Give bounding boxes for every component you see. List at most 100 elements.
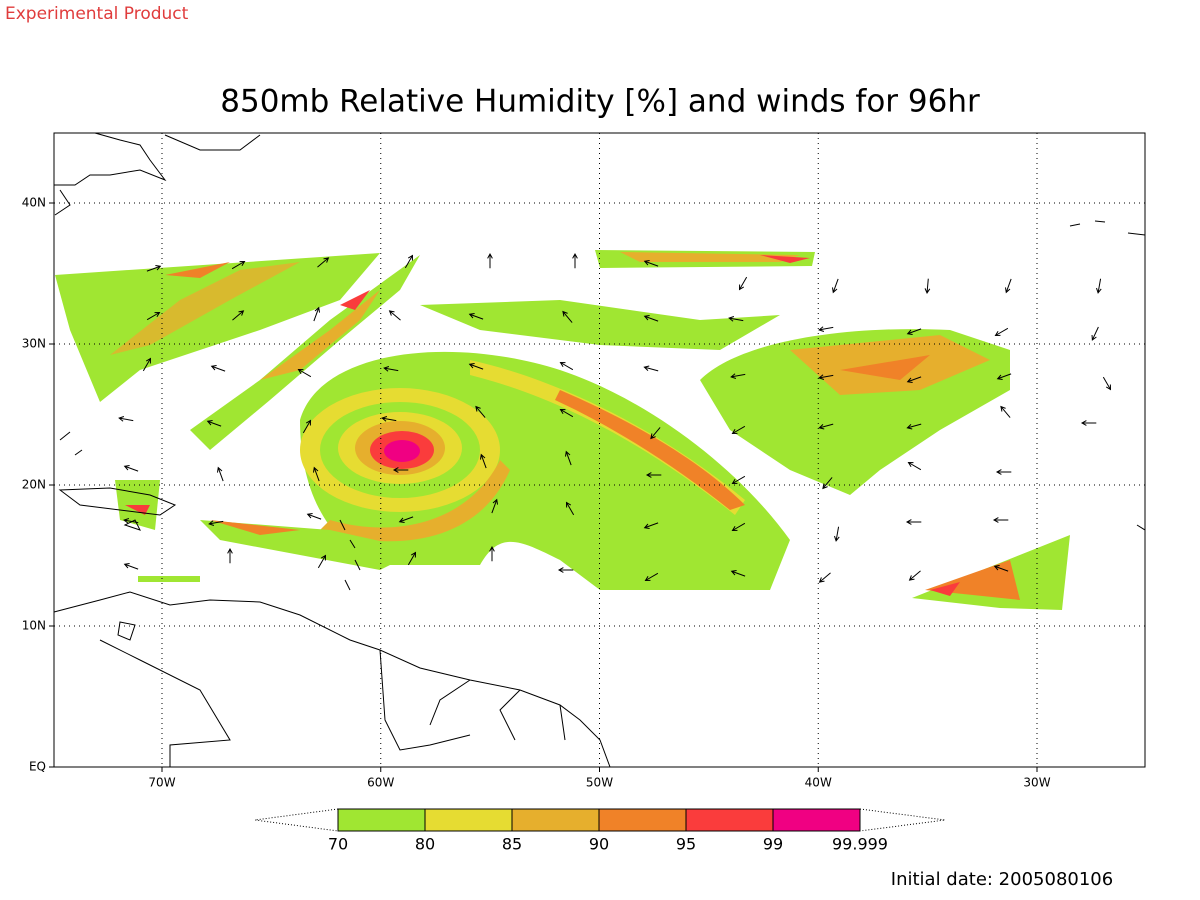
wind-arrow xyxy=(146,311,161,321)
wind-arrow xyxy=(992,517,1009,523)
wind-arrow xyxy=(557,567,574,573)
wind-arrow xyxy=(123,562,139,570)
wind-arrow xyxy=(312,466,320,482)
wind-arrow xyxy=(907,461,922,471)
wind-arrow xyxy=(565,501,575,516)
wind-arrow xyxy=(905,519,922,525)
wind-arrow xyxy=(822,477,833,490)
wind-arrow xyxy=(995,469,1012,475)
colorbar-label: 99.999 xyxy=(832,835,888,854)
x-tick-label: 70W xyxy=(148,776,175,790)
colorbar-swatch xyxy=(511,808,600,832)
wind-arrow xyxy=(388,310,401,321)
wind-arrow xyxy=(643,259,659,267)
wind-arrow xyxy=(398,516,414,524)
wind-arrow xyxy=(123,464,139,472)
wind-arrow xyxy=(383,366,399,372)
initial-date: Initial date: 2005080106 xyxy=(891,869,1113,890)
wind-arrow xyxy=(118,416,134,422)
wind-arrow xyxy=(1091,326,1099,341)
colorbar-label: 90 xyxy=(589,835,609,854)
wind-arrow xyxy=(227,547,233,564)
wind-arrow xyxy=(818,326,834,332)
wind-arrow xyxy=(142,357,152,372)
wind-arrow xyxy=(123,518,139,524)
wind-arrow xyxy=(643,365,659,372)
humidity-field xyxy=(55,250,1070,610)
y-tick-label: 10N xyxy=(22,619,46,633)
wind-arrow xyxy=(475,405,486,418)
wind-arrow xyxy=(231,260,246,270)
wind-arrow xyxy=(730,569,746,577)
colorbar-swatch xyxy=(337,808,426,832)
wind-arrow xyxy=(834,526,840,542)
wind-arrow xyxy=(317,554,327,569)
colorbar-swatch xyxy=(598,808,687,832)
wind-arrow xyxy=(906,423,922,430)
wind-arrow xyxy=(1000,405,1011,418)
x-tick-label: 50W xyxy=(586,776,613,790)
wind-arrow xyxy=(206,419,222,427)
wind-arrow xyxy=(491,498,499,514)
colorbar-label: 85 xyxy=(502,835,522,854)
wind-arrow xyxy=(730,373,746,379)
wind-arrow xyxy=(487,252,493,269)
wind-arrow xyxy=(317,257,330,268)
wind-arrow xyxy=(993,564,1009,572)
y-tick-label: EQ xyxy=(29,760,46,774)
map-title: 850mb Relative Humidity [%] and winds fo… xyxy=(220,84,980,120)
wind-arrow xyxy=(562,310,573,323)
wind-arrow xyxy=(564,450,572,466)
wind-arrow xyxy=(208,520,224,526)
wind-arrow xyxy=(643,314,659,322)
wind-arrow xyxy=(392,467,409,473)
experimental-note: Experimental Product xyxy=(5,4,189,24)
y-tick-label: 20N xyxy=(22,478,46,492)
y-tick-label: 40N xyxy=(22,196,46,210)
wind-arrow xyxy=(468,362,484,370)
wind-arrow xyxy=(479,453,487,469)
wind-arrow xyxy=(297,368,312,378)
wind-vectors xyxy=(118,252,1112,583)
coastlines xyxy=(53,132,1146,768)
wind-arrow xyxy=(908,570,921,581)
wind-arrow xyxy=(489,545,495,562)
wind-arrow xyxy=(216,466,224,482)
wind-arrow xyxy=(831,278,839,294)
wind-arrow xyxy=(306,512,322,520)
wind-arrow xyxy=(1096,278,1102,294)
wind-arrow xyxy=(738,276,748,291)
wind-arrow xyxy=(559,361,574,371)
y-tick-label: 30N xyxy=(22,337,46,351)
wind-arrow xyxy=(650,427,661,440)
x-tick-label: 60W xyxy=(367,776,394,790)
colorbar-label: 80 xyxy=(415,835,435,854)
wind-arrow xyxy=(994,327,1009,337)
map-axes: 70W 60W 50W 40W 30W 40N 30N 20N 10N EQ xyxy=(22,133,1145,790)
wind-arrow xyxy=(313,306,321,322)
wind-arrow xyxy=(645,472,662,478)
colorbar-swatch xyxy=(685,808,774,832)
wind-arrow xyxy=(731,522,746,532)
colorbar-swatch xyxy=(424,808,513,832)
wind-arrow xyxy=(643,522,659,530)
wind-arrow xyxy=(731,425,746,435)
wind-arrow xyxy=(818,572,831,583)
wind-arrow xyxy=(407,551,417,566)
colorbar-label: 99 xyxy=(763,835,783,854)
x-tick-label: 40W xyxy=(805,776,832,790)
wind-arrow xyxy=(468,312,484,320)
wind-arrow xyxy=(559,408,574,418)
wind-arrow xyxy=(924,278,931,294)
wind-arrow xyxy=(996,373,1012,381)
wind-arrow xyxy=(1080,420,1097,426)
wind-arrow xyxy=(644,572,659,582)
wind-arrow xyxy=(731,475,746,485)
wind-arrow xyxy=(906,328,922,336)
wind-arrow xyxy=(146,264,162,272)
colorbar: 70 80 85 90 95 99 99.999 xyxy=(254,808,946,854)
colorbar-label: 70 xyxy=(328,835,348,854)
colorbar-swatch xyxy=(772,808,861,832)
colorbar-label: 95 xyxy=(676,835,696,854)
wind-arrow xyxy=(381,416,397,422)
